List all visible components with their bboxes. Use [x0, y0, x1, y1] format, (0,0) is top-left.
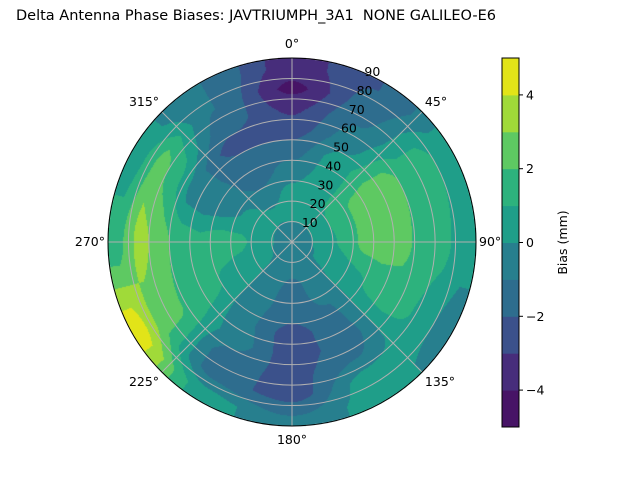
- colorbar-band: [502, 279, 519, 317]
- r-tick-label: 70: [349, 102, 365, 117]
- theta-tick-label: 270°: [75, 234, 105, 249]
- theta-gridline: [291, 111, 423, 243]
- colorbar-band: [502, 58, 519, 96]
- colorbar-tick-label: 2: [526, 161, 534, 176]
- colorbar-label: Bias (mm): [555, 210, 570, 274]
- theta-tick-label: 225°: [129, 374, 159, 389]
- r-tick-label: 60: [341, 121, 357, 136]
- theta-tick-label: 315°: [129, 94, 159, 109]
- theta-tick-label: 90°: [479, 234, 501, 249]
- theta-tick-label: 180°: [277, 432, 307, 447]
- colorbar-band: [502, 168, 519, 207]
- theta-tick-label: 45°: [425, 94, 447, 109]
- chart-title: Delta Antenna Phase Biases: JAVTRIUMPH_3…: [16, 8, 496, 24]
- r-tick-label: 40: [325, 158, 341, 173]
- theta-tick-label: 135°: [425, 374, 455, 389]
- r-tick-label: 50: [333, 140, 349, 155]
- r-tick-label: 90: [364, 64, 380, 79]
- theta-gridline: [291, 241, 423, 373]
- colorbar-tick-label: −2: [526, 309, 544, 324]
- colorbar-tick-label: 0: [526, 235, 534, 250]
- r-tick-label: 10: [302, 215, 318, 230]
- colorbar-band: [502, 316, 519, 354]
- r-tick-label: 20: [310, 196, 326, 211]
- r-tick-label: 30: [317, 177, 333, 192]
- polar-frame: [107, 57, 477, 427]
- colorbar-band: [502, 390, 519, 428]
- theta-tick-label: 0°: [285, 36, 299, 51]
- colorbar-band: [502, 205, 519, 243]
- theta-gridline: [161, 111, 293, 243]
- r-tick-label: 80: [357, 83, 373, 98]
- theta-gridline: [161, 241, 293, 373]
- colorbar-band: [502, 94, 519, 133]
- colorbar-band: [502, 353, 519, 391]
- colorbar-band: [502, 131, 519, 170]
- colorbar-tick-label: −4: [526, 383, 544, 398]
- colorbar-band: [502, 242, 519, 280]
- colorbar-tick-label: 4: [526, 87, 534, 102]
